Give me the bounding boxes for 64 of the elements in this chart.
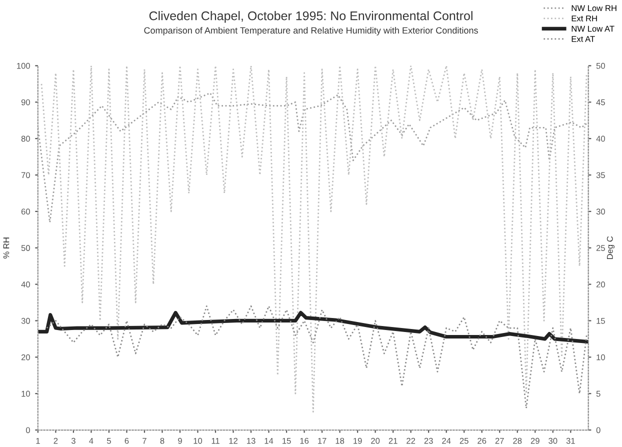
y-axis-title: % RH: [3, 238, 10, 258]
legend-label: NW Low RH: [572, 5, 616, 12]
y-tick-label: 0: [26, 427, 30, 434]
x-tick-label: 5: [106, 438, 111, 444]
y2-tick-label: 50: [596, 62, 605, 69]
x-tick-label: 10: [194, 438, 202, 444]
x-tick-label: 4: [89, 438, 94, 444]
x-tick-label: 13: [247, 438, 256, 444]
x-tick-label: 7: [142, 438, 146, 444]
y-tick-label: 20: [21, 354, 30, 360]
x-tick-label: 3: [71, 438, 76, 444]
x-tick-label: 2: [54, 438, 58, 444]
y2-tick-label: 10: [596, 354, 605, 360]
y2-tick-label: 35: [596, 172, 605, 178]
y2-axis-title: Deg C: [606, 236, 614, 259]
y2-tick-label: 5: [596, 390, 600, 397]
x-tick-label: 21: [388, 438, 398, 444]
chart-subtitle: Comparison of Ambient Temperature and Relative Humidity with Exterior Conditions: [144, 26, 478, 36]
x-tick-label: 18: [336, 438, 344, 444]
x-tick-label: 14: [264, 438, 274, 444]
y2-tick-label: 20: [596, 281, 605, 288]
x-tick-label: 12: [229, 438, 238, 444]
x-tick-label: 24: [442, 438, 451, 444]
x-tick-label: 8: [160, 438, 164, 444]
x-tick-label: 20: [371, 438, 380, 444]
legend-label: NW Low AT: [572, 26, 614, 32]
x-tick-label: 11: [212, 438, 220, 444]
x-tick-label: 31: [566, 438, 575, 444]
y-tick-label: 50: [21, 245, 30, 251]
y2-tick-label: 25: [596, 245, 605, 251]
y-tick-label: 40: [21, 281, 30, 288]
x-tick-label: 27: [495, 438, 504, 444]
y2-tick-label: 0: [596, 427, 600, 434]
y-tick-label: 100: [17, 62, 30, 69]
y-tick-label: 60: [21, 208, 30, 215]
x-tick-label: 30: [548, 438, 558, 444]
y2-tick-label: 40: [596, 136, 605, 142]
x-tick-label: 17: [318, 438, 326, 444]
x-tick-label: 26: [478, 438, 486, 444]
x-tick-label: 15: [282, 438, 291, 444]
x-tick-label: 19: [354, 438, 362, 444]
x-tick-label: 1: [36, 438, 40, 444]
x-tick-label: 29: [530, 438, 540, 444]
y2-tick-label: 45: [596, 99, 605, 106]
x-tick-label: 22: [406, 438, 416, 444]
line-series: [46, 305, 588, 409]
y-tick-label: 10: [22, 390, 30, 397]
x-tick-label: 6: [124, 438, 129, 444]
x-tick-label: 9: [178, 438, 182, 444]
legend-label: Ext AT: [572, 36, 595, 42]
line-series: [38, 310, 588, 344]
y-tick-label: 80: [21, 136, 30, 142]
x-tick-label: 16: [300, 438, 309, 444]
x-tick-label: 23: [424, 438, 433, 444]
x-tick-label: 28: [513, 438, 522, 444]
chart-title: Cliveden Chapel, October 1995: No Environmental Control: [149, 11, 472, 23]
legend-label: Ext RH: [572, 16, 597, 22]
y-tick-label: 70: [21, 172, 30, 178]
line-series: [40, 66, 588, 412]
y2-tick-label: 15: [596, 318, 605, 324]
y-tick-label: 90: [21, 99, 30, 106]
y-tick-label: 30: [21, 318, 30, 324]
y2-tick-label: 30: [596, 208, 605, 215]
x-tick-label: 25: [460, 438, 468, 444]
